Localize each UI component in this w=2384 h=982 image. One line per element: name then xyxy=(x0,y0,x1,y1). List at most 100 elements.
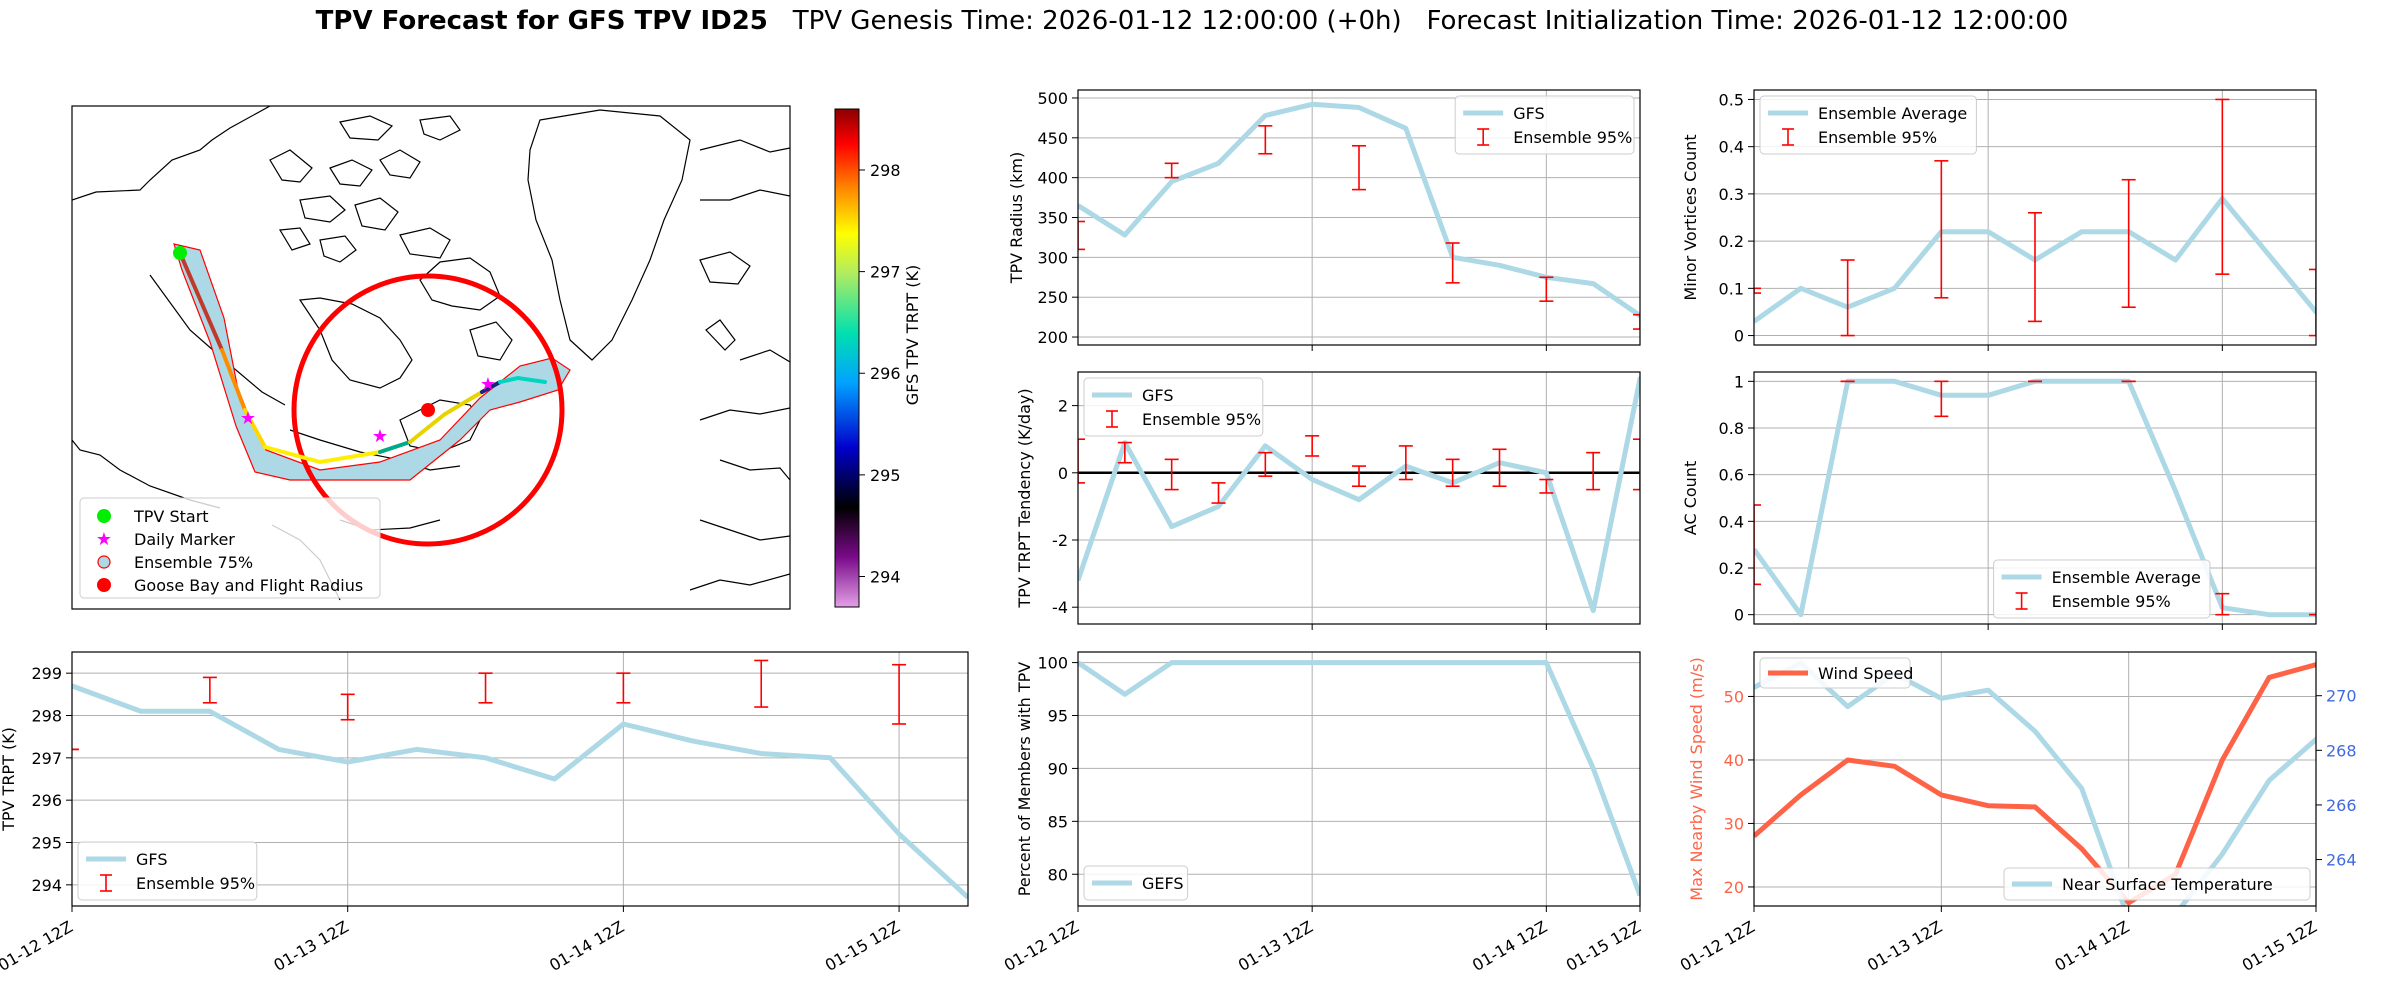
ensemble-error-bar xyxy=(1754,504,1761,586)
y-tick-label: 100 xyxy=(1037,654,1068,673)
colorbar-ticks: 294 295 296 297 298 xyxy=(859,161,901,587)
x-tick-label: 01-12 12Z xyxy=(1677,917,1758,975)
legend-label: Ensemble 95% xyxy=(1513,128,1632,147)
ensemble-error-bar xyxy=(1539,276,1554,302)
y-tick-label: 400 xyxy=(1037,169,1068,188)
x-tick-label: 01-13 12Z xyxy=(1864,917,1945,975)
y-tick-label: 0.2 xyxy=(1719,559,1744,578)
legend-label: Ensemble 75% xyxy=(134,553,253,572)
y-tick-label: 95 xyxy=(1048,707,1068,726)
y-tick-label: 0.8 xyxy=(1719,419,1744,438)
ensemble-error-bar xyxy=(1117,441,1132,464)
ensemble-error-bar xyxy=(1633,438,1640,491)
ensemble-error-bar xyxy=(1445,242,1460,284)
ensemble-error-bar xyxy=(1258,125,1273,155)
goose-bay-marker xyxy=(421,403,435,417)
y-right-tick-label: 264 xyxy=(2326,851,2357,870)
figure-title-init: Forecast Initialization Time: 2026-01-12… xyxy=(1426,6,2069,36)
legend-label: Daily Marker xyxy=(134,530,235,549)
near-surface-temp-line xyxy=(1754,660,2316,906)
ensemble-error-bar xyxy=(1840,259,1855,337)
tpv-track xyxy=(178,251,547,465)
map-panel: ★ ★ ★ ★ TPV Start Daily Marker Ensemble … xyxy=(71,105,922,610)
colorbar-tick-label: 297 xyxy=(870,263,901,282)
y-right-tick-label: 266 xyxy=(2326,796,2357,815)
colorbar-tick-label: 295 xyxy=(870,466,901,485)
ensemble-error-bar xyxy=(2215,592,2230,616)
y-tick-label: 0.5 xyxy=(1719,90,1744,109)
y-tick-label: 297 xyxy=(31,749,62,768)
y-tick-label: 50 xyxy=(1724,687,1744,706)
y-tick-label: 0 xyxy=(1734,327,1744,346)
ensemble-error-bar xyxy=(754,659,769,708)
x-tick-label: 01-14 12Z xyxy=(1469,917,1550,975)
y-tick-label: 0.2 xyxy=(1719,232,1744,251)
y-tick-label: 85 xyxy=(1048,812,1068,831)
legend-label: GFS xyxy=(136,850,167,869)
ensemble-error-bar xyxy=(1078,438,1085,484)
ensemble-error-bar xyxy=(1164,162,1179,179)
y-tick-label: 350 xyxy=(1037,209,1068,228)
ensemble-error-bar xyxy=(1352,144,1366,191)
ensemble-error-bar xyxy=(1492,448,1507,488)
y-tick-label: 300 xyxy=(1037,248,1068,267)
tpv-start-marker xyxy=(173,246,187,260)
y-right-tick-label: 268 xyxy=(2326,741,2357,760)
ensemble-error-bar xyxy=(1258,451,1273,477)
y-tick-label: 40 xyxy=(1724,751,1744,770)
y-tick-label: 30 xyxy=(1724,814,1744,833)
legend-label: Ensemble Average xyxy=(2052,568,2201,587)
axes-frame xyxy=(1753,651,2317,907)
legend-label: Near Surface Temperature xyxy=(2062,875,2273,894)
ensemble-error-bar xyxy=(1934,160,1949,299)
legend-label: GEFS xyxy=(1142,874,1184,893)
y-tick-label: 200 xyxy=(1037,328,1068,347)
y-tick-label: 0 xyxy=(1734,606,1744,625)
legend-ensemble-icon xyxy=(97,555,111,569)
y-tick-label: 80 xyxy=(1048,865,1068,884)
legend-label: GFS xyxy=(1142,386,1173,405)
legend-errorbar-icon xyxy=(1106,410,1118,428)
x-tick-label: 01-12 12Z xyxy=(1001,917,1082,975)
x-tick-label: 01-14 12Z xyxy=(546,917,627,975)
chart-ac-count: 0 0.2 0.4 0.6 0.8 1 AC Count Ensemble Average En… xyxy=(1681,371,2317,630)
y-tick-label: 450 xyxy=(1037,129,1068,148)
ensemble-error-bar xyxy=(340,693,355,721)
gfs-line xyxy=(1078,101,1640,319)
y-tick-label: 90 xyxy=(1048,759,1068,778)
gfs-line xyxy=(1078,376,1640,614)
ensemble-error-bar xyxy=(1445,458,1460,488)
ensemble-error-bar xyxy=(1398,445,1413,481)
y-tick-label: 296 xyxy=(31,791,62,810)
legend-errorbar-icon xyxy=(1477,128,1490,146)
legend-label: Ensemble 95% xyxy=(1142,410,1261,429)
ensemble-error-bar xyxy=(2028,211,2042,323)
legend-goose-icon xyxy=(97,578,111,592)
axes-frame xyxy=(1077,371,1641,625)
y-axis-label: TPV TRPT (K) xyxy=(0,727,18,832)
ensemble-error-bar xyxy=(1211,482,1226,504)
legend-label: GFS xyxy=(1513,104,1544,123)
legend-errorbar-icon xyxy=(2015,592,2028,610)
chart-wind-temperature: 264266268270Near Surface Temperature (K)… xyxy=(1677,651,2357,975)
x-tick-label: 01-15 12Z xyxy=(2239,917,2320,975)
y-tick-label: 1 xyxy=(1734,372,1744,391)
ensemble-error-bar xyxy=(1934,380,1949,418)
y-tick-label: 0.4 xyxy=(1719,512,1744,531)
y-tick-label: 0.4 xyxy=(1719,138,1744,157)
y-axis-label: TPV Radius (km) xyxy=(1007,152,1026,285)
axes-frame xyxy=(1753,371,2317,625)
y-tick-label: 299 xyxy=(31,664,62,683)
y-axis-label: Minor Vortices Count xyxy=(1681,134,1700,300)
gfs-line xyxy=(1078,660,1640,897)
chart-trpt-tendency: -4 -2 0 2 TPV TRPT Tendency (K/day) GFS Ensemb… xyxy=(1015,371,1641,630)
map-legend: ★ TPV Start Daily Marker Ensemble 75% Go… xyxy=(79,497,381,599)
chart-tpv-trpt: 294 295 296 297 298 299 TPV TRPT (K) 01-12 12Z 0… xyxy=(0,651,969,975)
axes-frame xyxy=(1077,651,1641,907)
gfs-line xyxy=(1754,196,2316,324)
colorbar xyxy=(834,108,860,608)
x-tick-label: 01-13 12Z xyxy=(1235,917,1316,975)
axes-frame xyxy=(71,651,969,907)
